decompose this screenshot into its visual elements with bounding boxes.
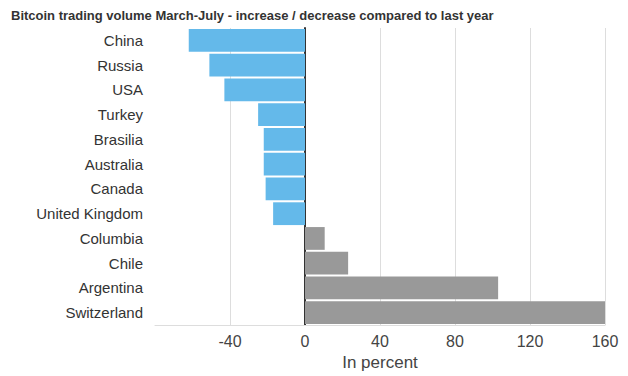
svg-text:80: 80: [446, 333, 464, 350]
svg-text:Brasilia: Brasilia: [94, 131, 144, 148]
svg-text:120: 120: [517, 333, 544, 350]
svg-text:-40: -40: [218, 333, 241, 350]
svg-text:Argentina: Argentina: [79, 279, 144, 296]
svg-text:United Kingdom: United Kingdom: [36, 205, 143, 222]
svg-text:Chile: Chile: [109, 255, 143, 272]
svg-text:40: 40: [371, 333, 389, 350]
svg-text:USA: USA: [112, 81, 143, 98]
svg-text:In percent: In percent: [342, 353, 418, 372]
svg-text:Russia: Russia: [97, 57, 144, 74]
svg-text:160: 160: [592, 333, 619, 350]
svg-text:Turkey: Turkey: [98, 106, 144, 123]
svg-text:China: China: [104, 32, 144, 49]
svg-text:Canada: Canada: [90, 180, 143, 197]
svg-text:Switzerland: Switzerland: [65, 304, 143, 321]
svg-text:Australia: Australia: [85, 156, 144, 173]
svg-text:Bitcoin trading volume March-J: Bitcoin trading volume March-July - incr…: [11, 8, 494, 23]
svg-text:Columbia: Columbia: [80, 230, 144, 247]
svg-text:0: 0: [301, 333, 310, 350]
